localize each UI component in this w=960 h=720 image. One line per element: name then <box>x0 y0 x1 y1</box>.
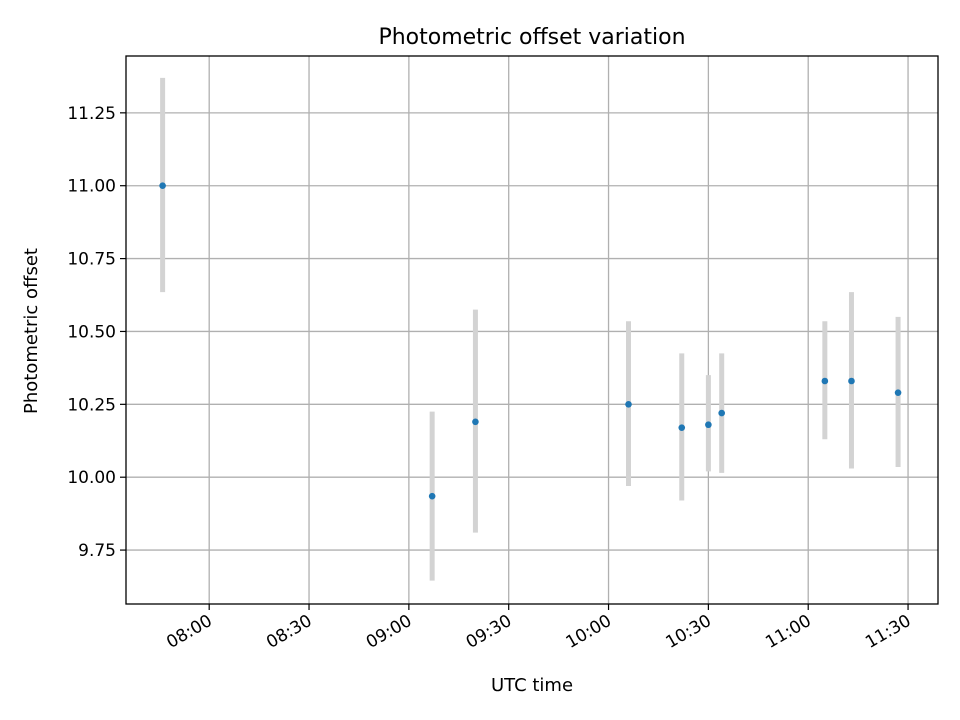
data-point <box>718 409 725 417</box>
y-tick-label: 10.75 <box>67 250 116 270</box>
chart-title: Photometric offset variation <box>378 25 685 50</box>
data-point <box>625 401 632 408</box>
grid-layer <box>126 56 938 604</box>
x-axis-label: UTC time <box>491 675 573 696</box>
y-tick-label: 10.25 <box>67 395 116 415</box>
y-tick-label: 10.00 <box>67 468 116 488</box>
data-point <box>428 492 436 500</box>
data-point <box>472 418 479 426</box>
data-point <box>848 377 855 385</box>
plot-frame <box>125 55 939 605</box>
y-axis-label: Photometric offset <box>21 248 42 414</box>
y-tick-label: 11.25 <box>67 104 116 124</box>
point-layer <box>159 182 902 500</box>
data-point <box>678 424 686 431</box>
data-point <box>159 182 166 190</box>
data-point <box>705 421 712 429</box>
data-point <box>821 377 829 385</box>
data-point <box>894 389 902 396</box>
y-tick-label: 11.00 <box>67 177 116 197</box>
y-tick-label: 10.50 <box>67 322 116 342</box>
y-tick-label: 9.75 <box>78 541 116 561</box>
